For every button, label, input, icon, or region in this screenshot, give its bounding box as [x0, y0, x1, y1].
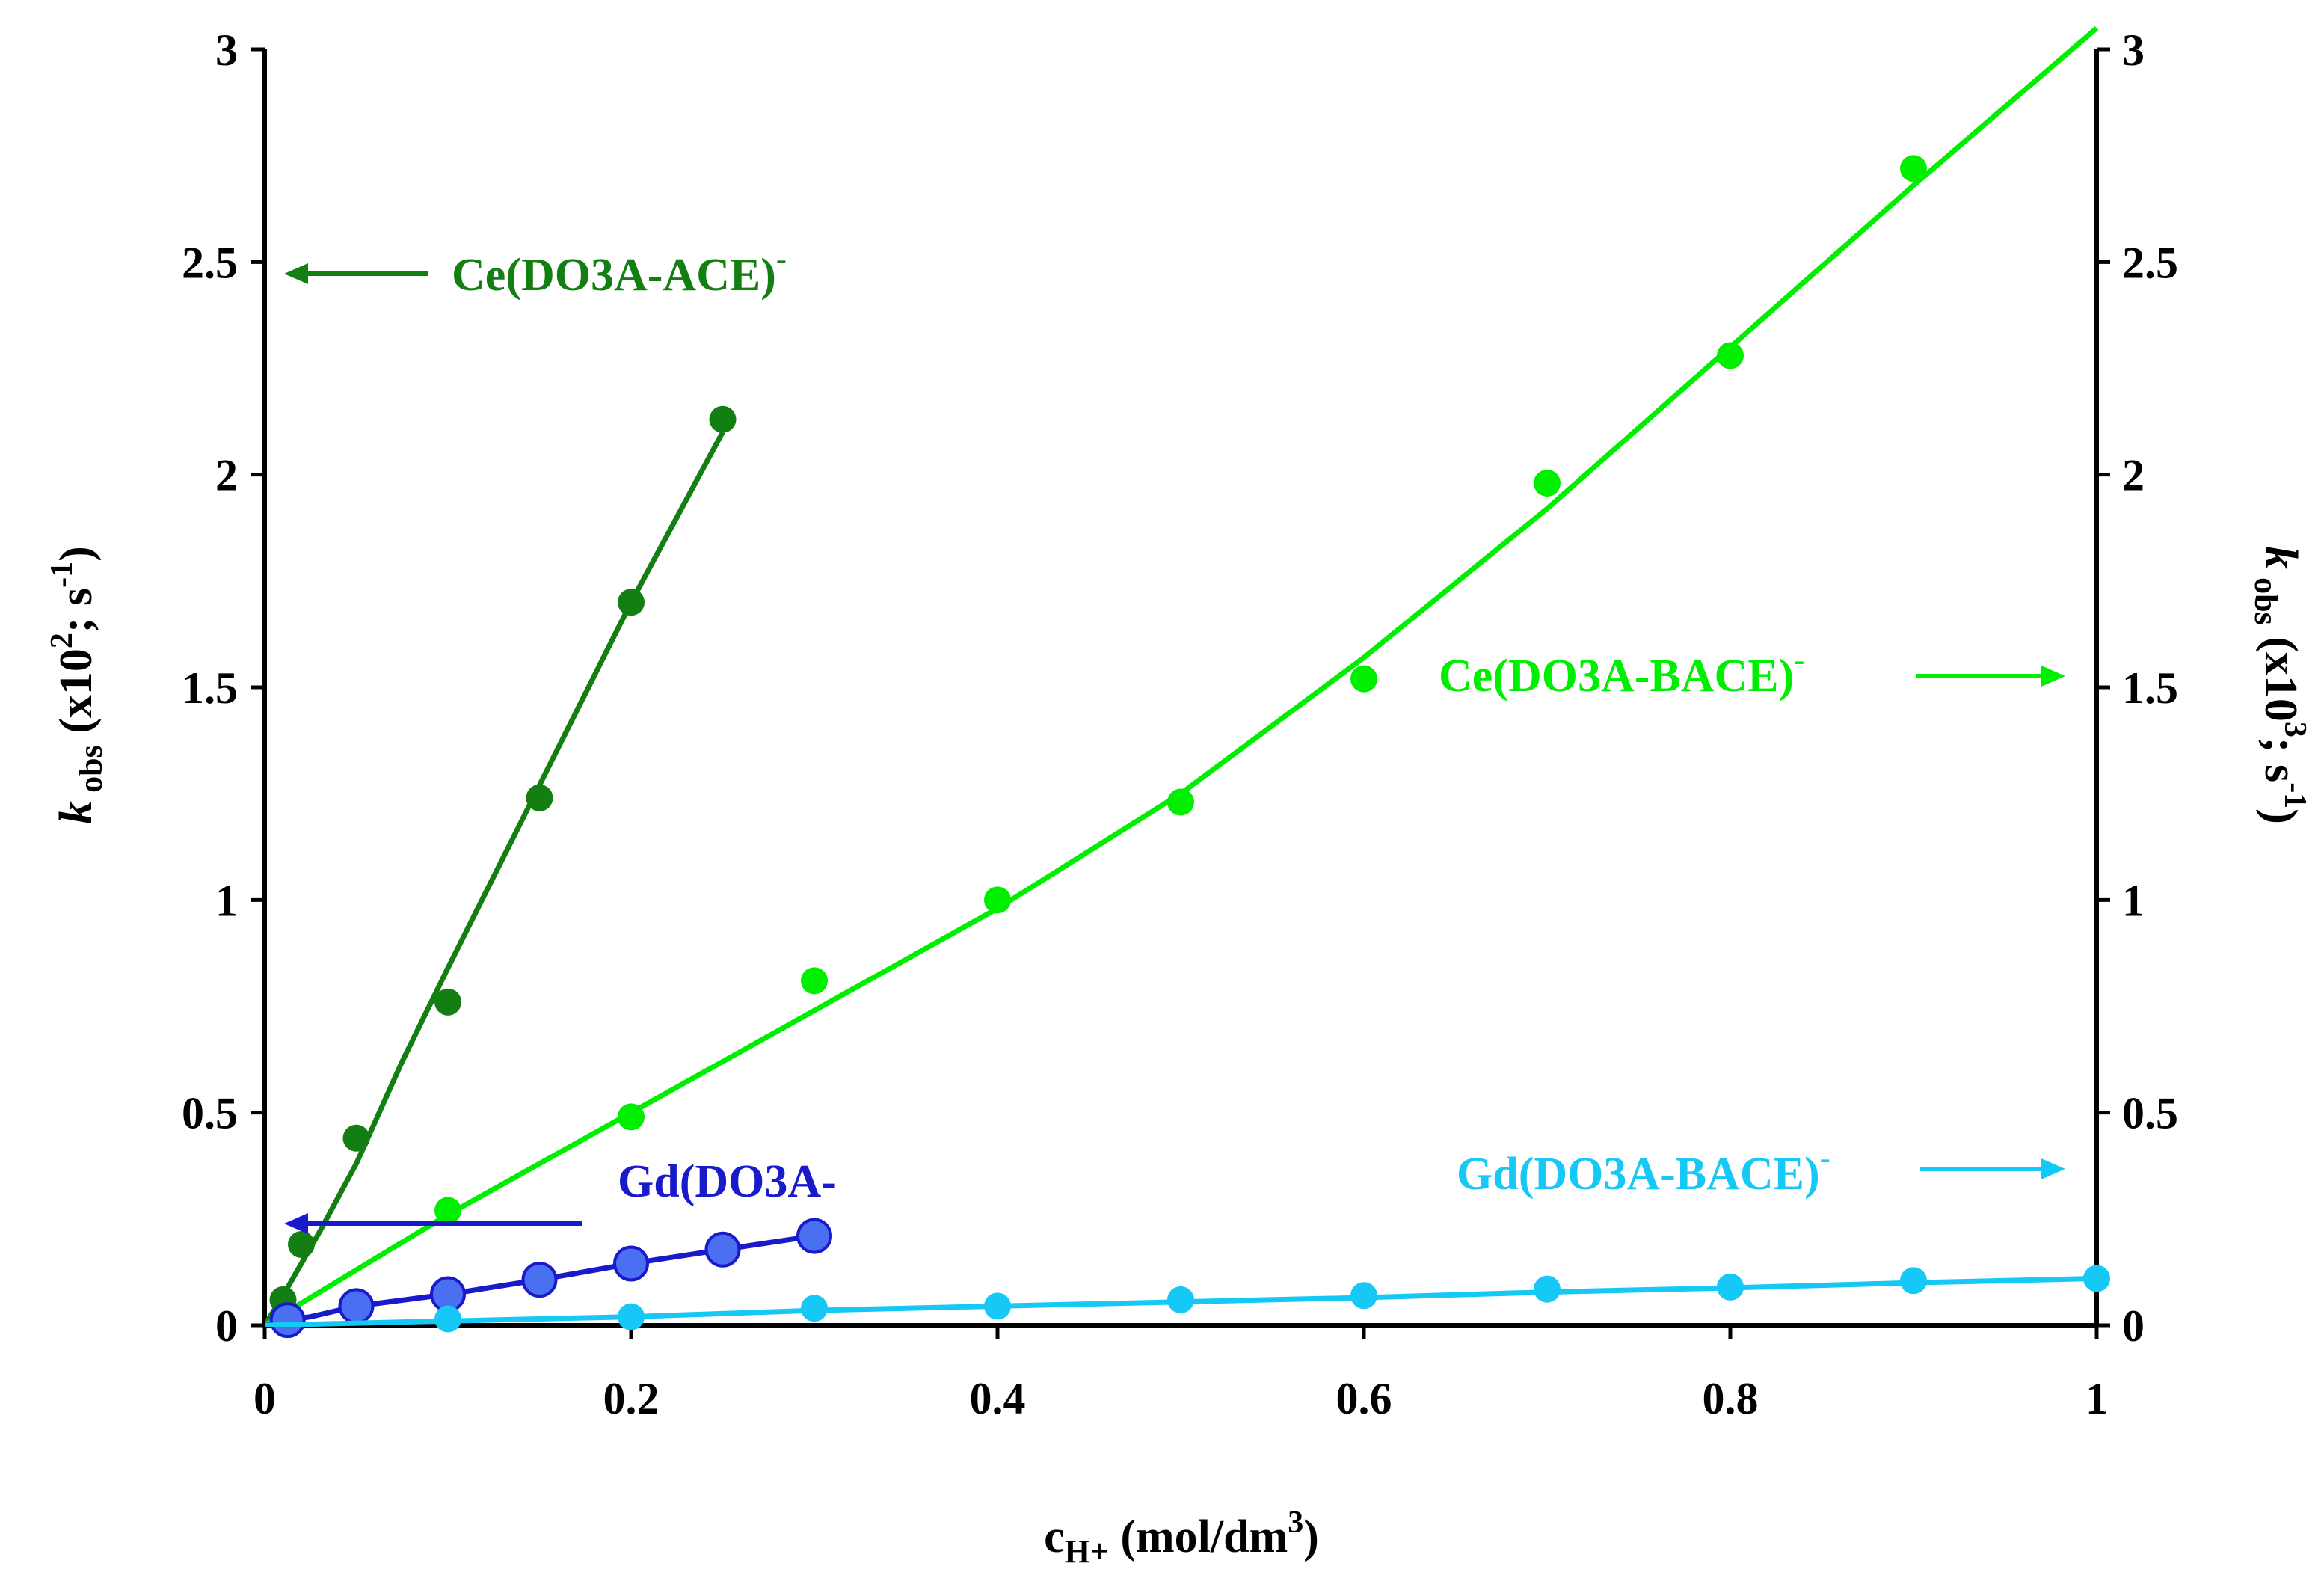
label-ce-do3a-ace: Ce(DO3A-ACE)-	[284, 242, 787, 301]
fit-line	[265, 431, 725, 1327]
y-right-tick-label: 1.5	[2122, 663, 2178, 713]
data-point	[526, 784, 553, 811]
data-point	[618, 1303, 645, 1330]
label-gd-do3a: Gd(DO3A-	[284, 1156, 837, 1234]
y-left-axis-title: k obs (x102; s-1)	[45, 546, 109, 824]
x-tick-label: 0	[253, 1374, 276, 1423]
data-point	[984, 1292, 1011, 1320]
series-label-ce-do3a-bace: Ce(DO3A-BACE)-	[1439, 643, 1804, 702]
data-point	[1350, 1282, 1377, 1310]
y-right-tick-label: 1	[2122, 876, 2145, 925]
y-right-tick-label: 2	[2122, 451, 2145, 500]
label-gd-do3a-bace: Gd(DO3A-BACE)-	[1457, 1141, 2065, 1200]
y-left-tick-label: 2.5	[182, 238, 238, 287]
data-point	[288, 1230, 315, 1258]
y-right-tick-label: 0	[2122, 1301, 2145, 1351]
data-point	[613, 1245, 649, 1282]
arrowhead-gd-do3a-bace	[2041, 1158, 2065, 1179]
data-point	[2083, 1265, 2110, 1292]
data-point	[342, 1124, 370, 1152]
x-tick-label: 0.2	[603, 1374, 660, 1423]
plot-frame	[262, 49, 2099, 1328]
x-tick-label: 1	[2085, 1374, 2108, 1423]
data-point	[1167, 1286, 1194, 1313]
series-ce-do3a-bace	[265, 25, 2098, 1327]
data-point	[1900, 1267, 1927, 1295]
data-point	[1534, 1275, 1561, 1303]
series-gd-do3a	[265, 1218, 832, 1339]
data-point	[801, 967, 828, 995]
data-point	[801, 1295, 828, 1322]
series-label-ce-do3a-ace: Ce(DO3A-ACE)-	[452, 242, 787, 301]
y-right-tick-label: 2.5	[2122, 238, 2178, 287]
x-tick-label: 0.6	[1336, 1374, 1392, 1423]
x-axis-title: cH+ (mol/dm3)	[1044, 1506, 1319, 1570]
series-label-gd-do3a: Gd(DO3A-	[618, 1156, 837, 1207]
x-tick-label: 0.4	[970, 1374, 1026, 1423]
data-point	[704, 1231, 741, 1268]
y-left-tick-label: 0.5	[182, 1089, 238, 1138]
x-tick-label: 0.8	[1703, 1374, 1759, 1423]
series-layer	[265, 25, 2110, 1339]
data-point	[796, 1218, 832, 1254]
y-left-tick-label: 2	[215, 451, 238, 500]
data-point	[1167, 788, 1194, 816]
fit-line	[265, 25, 2098, 1327]
series-ce-do3a-ace	[265, 405, 737, 1327]
data-point	[1534, 470, 1561, 497]
y-left-tick-label: 0	[215, 1301, 238, 1351]
data-point	[269, 1302, 306, 1339]
series-label-gd-do3a-bace: Gd(DO3A-BACE)-	[1457, 1141, 1830, 1200]
data-point	[1900, 155, 1927, 182]
y-left-tick-label: 1.5	[182, 663, 238, 713]
data-point	[434, 1305, 461, 1333]
y-right-tick-label: 3	[2122, 25, 2145, 75]
y-left-tick-label: 3	[215, 25, 238, 75]
data-point	[1717, 1273, 1744, 1301]
data-point	[618, 1103, 645, 1131]
data-point	[709, 405, 737, 433]
y-right-axis-title: k obs (x103; s-1)	[2248, 546, 2312, 824]
data-point	[521, 1262, 558, 1298]
data-point	[1717, 342, 1744, 369]
data-point	[338, 1288, 375, 1325]
arrowhead-gd-do3a	[284, 1213, 308, 1234]
y-right-tick-label: 0.5	[2122, 1089, 2178, 1138]
arrowhead-ce-do3a-bace	[2041, 666, 2065, 687]
data-point	[434, 1197, 461, 1224]
data-point	[434, 988, 461, 1016]
data-point	[618, 589, 645, 616]
data-point	[984, 886, 1011, 914]
arrowhead-ce-do3a-ace	[284, 263, 308, 284]
y-left-tick-label: 1	[215, 876, 238, 925]
label-ce-do3a-bace: Ce(DO3A-BACE)-	[1439, 643, 2065, 702]
series-gd-do3a-bace	[265, 1265, 2110, 1333]
data-point	[1350, 665, 1377, 693]
